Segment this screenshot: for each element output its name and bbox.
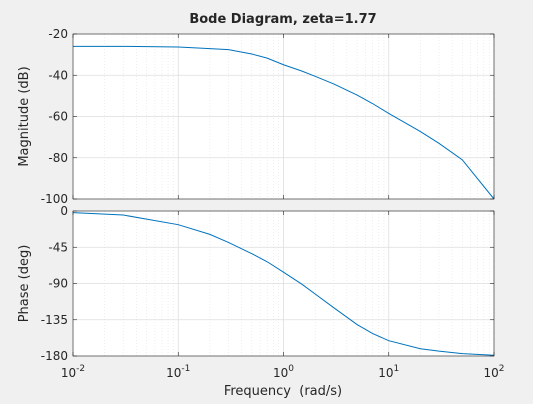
magnitude-curve	[73, 45, 495, 200]
y-tick-label: -90	[48, 277, 68, 291]
x-tick-label: 10-1	[166, 364, 190, 380]
x-tick-label: 10-2	[61, 364, 85, 380]
x-tick-base: 10	[166, 366, 181, 380]
phase-panel: 0 -45 -90 -135 -180 Phase (deg)	[17, 204, 495, 363]
x-tick-exponent: -1	[181, 364, 190, 374]
x-axis-label: Frequency (rad/s)	[224, 384, 342, 399]
x-tick-base: 10	[273, 366, 288, 380]
x-tick-exponent: 1	[394, 364, 400, 374]
phase-y-tick-labels: 0 -45 -90 -135 -180	[41, 204, 68, 363]
y-tick-label: -20	[48, 27, 68, 41]
phase-curve	[72, 212, 495, 356]
y-tick-label: -180	[41, 349, 68, 363]
chart-title: Bode Diagram, zeta=1.77	[189, 12, 376, 27]
phase-y-label: Phase (deg)	[17, 245, 32, 323]
magnitude-y-tick-labels: -20 -40 -60 -80 -100	[41, 27, 68, 206]
x-tick-exponent: 2	[499, 364, 505, 374]
x-tick-base: 10	[483, 366, 498, 380]
x-tick-base: 10	[378, 366, 393, 380]
x-tick-exponent: -2	[76, 364, 85, 374]
x-tick-base: 10	[61, 366, 76, 380]
x-tick-label: 101	[378, 364, 399, 380]
phase-ticks	[72, 210, 495, 357]
y-tick-label: 0	[60, 204, 68, 218]
magnitude-y-label: Magnitude (dB)	[17, 66, 32, 166]
magnitude-minor-grid	[104, 34, 490, 199]
x-tick-labels: 10-2 10-1 100 101 102	[61, 364, 505, 380]
y-tick-label: -45	[48, 240, 68, 254]
y-tick-label: -80	[48, 151, 68, 165]
x-tick-label: 100	[273, 364, 294, 380]
y-tick-label: -100	[41, 192, 68, 206]
magnitude-panel: -20 -40 -60 -80 -100 Magnitude (dB)	[17, 27, 495, 206]
y-tick-label: -60	[48, 110, 68, 124]
x-tick-label: 102	[483, 364, 504, 380]
y-tick-label: -40	[48, 68, 68, 82]
x-tick-exponent: 0	[288, 364, 294, 374]
magnitude-ticks	[72, 33, 495, 200]
y-tick-label: -135	[41, 313, 68, 327]
